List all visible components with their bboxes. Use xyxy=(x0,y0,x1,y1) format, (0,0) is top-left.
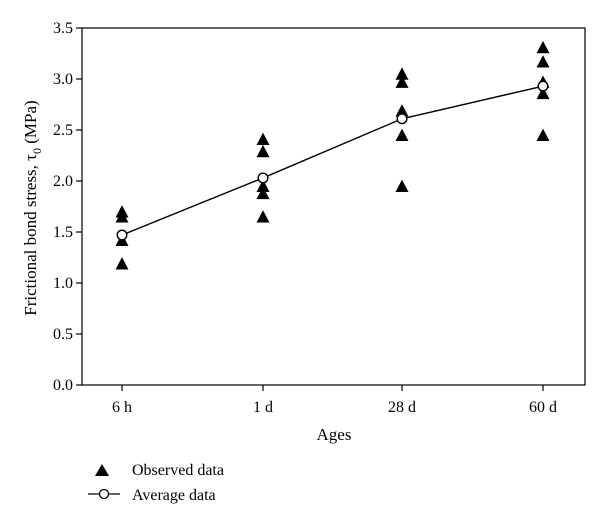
axes-layer: 0.0 0.5 1.0 1.5 2.0 2.5 3.0 3.5 6 h 1 d 28 d 60 d xyxy=(53,20,586,416)
x-axis-label: Ages xyxy=(317,425,352,444)
legend: Observed data Average data xyxy=(88,462,224,504)
observed-point xyxy=(395,67,409,80)
legend-observed-label: Observed data xyxy=(132,462,224,479)
observed-point xyxy=(395,179,409,192)
y-axis-label-main: Frictional bond stress, τ xyxy=(21,154,40,316)
y-axis-label-subscript: 0 xyxy=(30,148,44,154)
y-tick-label: 0.0 xyxy=(53,377,73,394)
observed-point xyxy=(395,128,409,141)
legend-observed-marker xyxy=(95,464,109,476)
marks-layer xyxy=(115,40,550,270)
legend-average-marker xyxy=(98,488,110,500)
average-point xyxy=(537,80,549,92)
legend-average-label: Average data xyxy=(132,487,216,504)
average-point xyxy=(257,172,269,184)
y-tick-label: 0.5 xyxy=(53,326,73,343)
y-tick-label: 1.0 xyxy=(53,275,73,292)
plot-frame xyxy=(81,27,586,386)
observed-point xyxy=(256,210,270,223)
y-tick-label: 3.0 xyxy=(53,71,73,88)
x-tick-label: 6 h xyxy=(112,399,132,416)
y-axis-label-unit: (MPa) xyxy=(21,100,40,148)
observed-point xyxy=(256,179,270,192)
observed-point xyxy=(536,40,550,54)
observed-point xyxy=(256,186,270,200)
x-tick-label: 28 d xyxy=(388,399,416,416)
average-point xyxy=(396,113,408,125)
observed-point xyxy=(536,86,550,100)
observed-point xyxy=(536,128,550,141)
y-tick-label: 2.5 xyxy=(53,122,73,139)
observed-point xyxy=(536,55,550,68)
x-tick-label: 60 d xyxy=(529,399,557,416)
observed-point xyxy=(256,132,270,146)
y-tick-label: 3.5 xyxy=(53,20,73,37)
y-tick-label: 2.0 xyxy=(53,173,73,190)
observed-point xyxy=(115,257,129,270)
average-line xyxy=(121,85,544,236)
observed-point xyxy=(395,75,409,88)
y-tick-label: 1.5 xyxy=(53,224,73,241)
average-point xyxy=(116,229,128,241)
observed-point xyxy=(115,210,129,223)
observed-point xyxy=(256,144,270,158)
y-axis-label: Frictional bond stress, τ0 (MPa) xyxy=(21,100,44,315)
observed-point xyxy=(395,104,409,117)
x-tick-label: 1 d xyxy=(253,399,273,416)
